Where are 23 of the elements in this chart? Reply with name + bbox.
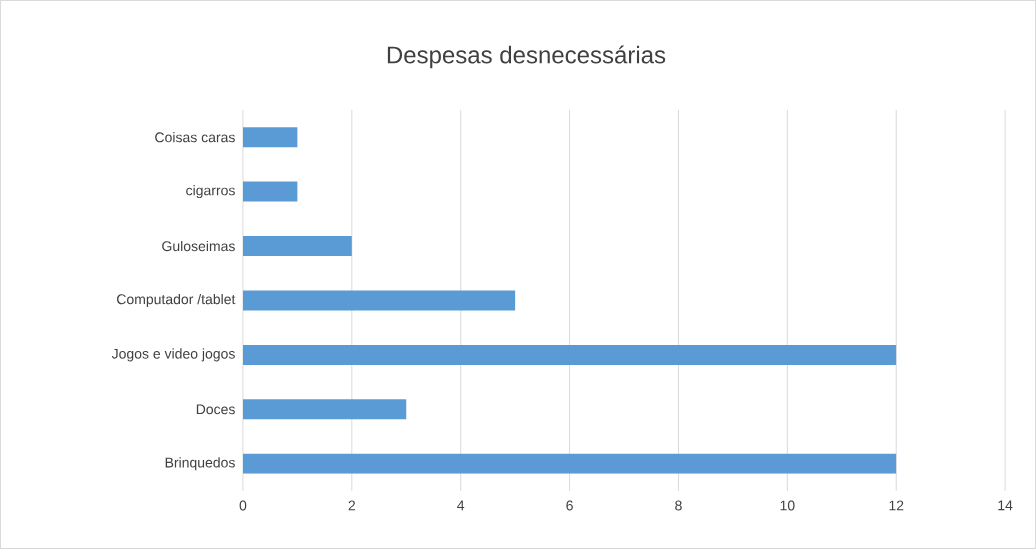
bar [242,127,298,148]
bar [242,399,407,420]
y-tick-label: Guloseimas [162,240,235,252]
bar [242,236,352,257]
x-tick-label: 12 [889,500,904,511]
y-tick-label: cigarros [186,185,235,199]
chart-title: Despesas desnecessárias [387,45,666,69]
bar [242,344,897,365]
y-tick-label: Jogos e video jogos [111,348,235,362]
x-tick-label: 2 [348,500,356,511]
y-tick-label: Coisas caras [155,132,235,143]
x-tick-label: 4 [457,500,465,511]
y-tick-label: Brinquedos [165,457,235,471]
y-tick-label: Computador /tablet [117,293,236,308]
x-tick-label: 10 [780,500,795,511]
bar [242,290,516,311]
x-tick-label: 14 [998,500,1013,511]
y-tick-label: Doces [196,404,235,415]
x-tick-label: 8 [675,500,682,511]
x-tick-label: 0 [239,500,247,511]
x-tick-label: 6 [566,500,573,511]
bar [242,181,298,202]
bar [242,453,897,474]
